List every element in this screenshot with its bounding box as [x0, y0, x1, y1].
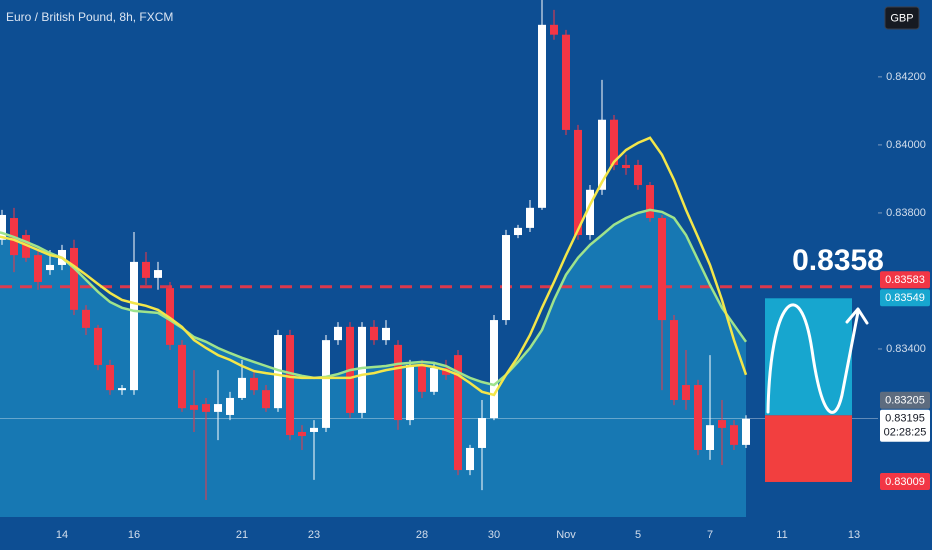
- candle-body: [574, 129, 582, 236]
- candle-body: [562, 34, 570, 130]
- moving-average: [0, 208, 748, 387]
- x-tick-label: 28: [416, 529, 428, 541]
- price-label-box: [880, 289, 930, 307]
- candle-body: [670, 320, 678, 400]
- candle-body: [526, 207, 534, 228]
- candle-body: [238, 377, 246, 398]
- candle-body: [658, 218, 666, 321]
- candle-body: [106, 364, 114, 391]
- candle-body: [250, 377, 258, 391]
- y-tick-label: 0.84200: [886, 71, 926, 83]
- candle-body: [226, 397, 234, 415]
- candle-body: [694, 385, 702, 450]
- x-tick-label: 16: [128, 529, 140, 541]
- candle-body: [298, 431, 306, 437]
- x-tick-label: 7: [707, 529, 713, 541]
- candle-body: [406, 364, 414, 421]
- candle-body: [418, 364, 426, 392]
- price-label: 0.83583: [885, 274, 925, 286]
- candle-body: [430, 368, 438, 392]
- candle-body: [0, 214, 6, 240]
- y-tick-label: 0.84000: [886, 139, 926, 151]
- candle-body: [322, 340, 330, 428]
- projection-arrow: [766, 303, 869, 414]
- candle-body: [610, 119, 618, 165]
- candle-body: [358, 326, 366, 413]
- candle-body: [82, 309, 90, 328]
- candle-body: [634, 164, 642, 186]
- candle-body: [274, 335, 282, 409]
- candle-body: [490, 320, 498, 419]
- candle-body: [730, 425, 738, 445]
- price-label: 0.83195: [885, 413, 925, 425]
- price-label: 0.83009: [885, 476, 925, 488]
- candle-body: [154, 270, 162, 278]
- candle-body: [334, 326, 342, 341]
- moving-average: [0, 136, 748, 397]
- candle-body: [646, 185, 654, 219]
- candle-body: [190, 405, 198, 410]
- candle-body: [46, 264, 54, 271]
- price-label-box: [880, 472, 930, 490]
- candle-body: [622, 164, 630, 169]
- candle-body: [370, 326, 378, 341]
- candle-body: [394, 344, 402, 421]
- x-tick-label: 14: [56, 529, 68, 541]
- x-tick-label: 30: [488, 529, 500, 541]
- candle-body: [214, 404, 222, 412]
- candle-body: [118, 388, 126, 391]
- x-tick-label: 5: [635, 529, 641, 541]
- candle-body: [478, 418, 486, 448]
- ma-area: [0, 209, 746, 517]
- candle-body: [514, 227, 522, 236]
- plot-area: [0, 0, 878, 517]
- price-label: 0.83549: [885, 292, 925, 304]
- candle-body: [550, 24, 558, 35]
- candle-body: [502, 235, 510, 321]
- annotation: 0.8358: [792, 244, 884, 277]
- price-label-box: [880, 391, 930, 409]
- candle-body: [466, 447, 474, 471]
- price-label-box: [880, 271, 930, 289]
- profit-zone: [765, 298, 852, 416]
- x-tick-label: 21: [236, 529, 248, 541]
- candle-body: [130, 261, 138, 391]
- y-tick-label: 0.83400: [886, 343, 926, 355]
- candle-body: [586, 189, 594, 236]
- price-axis: 0.84200 0.84000 0.83800 0.83400 0.83009 0.831…: [878, 71, 930, 490]
- candle-body: [598, 119, 606, 190]
- candle-body: [682, 385, 690, 400]
- countdown: 02:28:25: [884, 427, 927, 439]
- currency-box[interactable]: [884, 6, 920, 30]
- x-tick-label: 11: [776, 529, 787, 541]
- candle-body: [538, 24, 546, 208]
- loss-zone: [765, 415, 852, 482]
- x-tick-label: 23: [308, 529, 320, 541]
- candle-body: [382, 327, 390, 341]
- candle-body: [178, 344, 186, 409]
- candle-body: [454, 355, 462, 471]
- candle-body: [22, 235, 30, 258]
- price-label-box: [880, 409, 930, 442]
- currency[interactable]: GBP: [890, 12, 913, 24]
- candle-body: [310, 427, 318, 432]
- x-tick-label: 13: [848, 529, 860, 541]
- candle-body: [742, 418, 750, 445]
- candle-body: [94, 327, 102, 365]
- candle-body: [202, 404, 210, 412]
- candle-body: [718, 420, 726, 428]
- price-label: 0.83205: [885, 395, 925, 407]
- candle-body: [286, 335, 294, 436]
- candle-body: [142, 261, 150, 278]
- chart-title: Euro / British Pound, 8h, FXCM: [6, 10, 173, 24]
- candle-body: [706, 425, 714, 450]
- candle-body: [70, 247, 78, 310]
- candle-body: [262, 390, 270, 409]
- y-tick-label: 0.83800: [886, 207, 926, 219]
- x-tick-label: Nov: [556, 529, 576, 541]
- candle-body: [34, 255, 42, 282]
